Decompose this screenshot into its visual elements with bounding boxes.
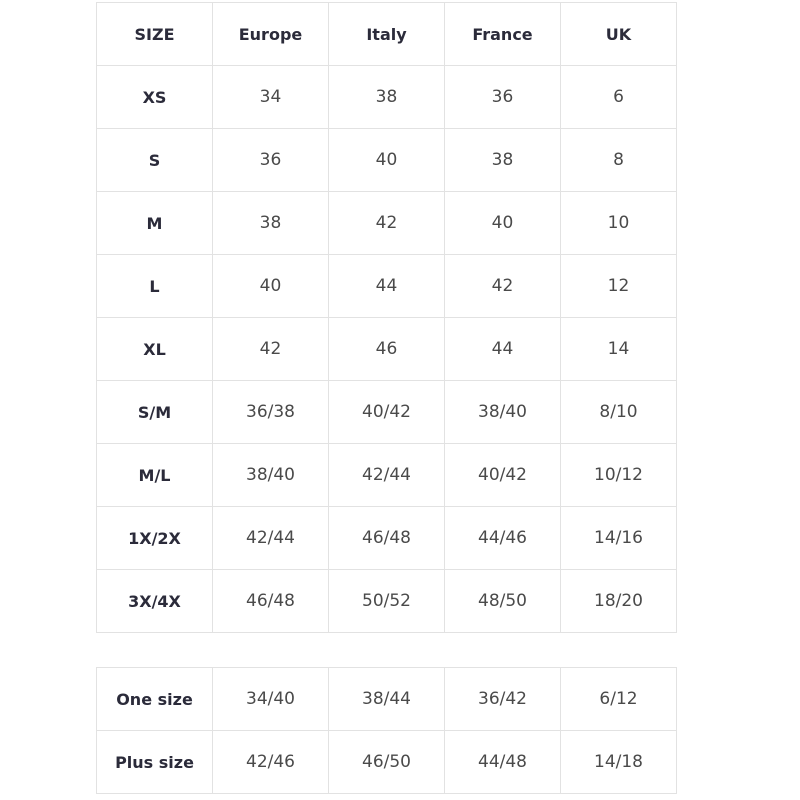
- size-value-cell: 14/18: [560, 730, 677, 794]
- size-value-cell: 48/50: [444, 569, 561, 633]
- table-row: S 36 40 38 8: [96, 128, 677, 192]
- size-value-cell: 14/16: [560, 506, 677, 570]
- size-value-cell: 34/40: [212, 667, 329, 731]
- table-row: Plus size 42/46 46/50 44/48 14/18: [96, 730, 677, 794]
- size-value-cell: 8: [560, 128, 677, 192]
- column-header: SIZE: [96, 2, 213, 66]
- size-value-cell: 38: [328, 65, 445, 129]
- header-row: SIZE Europe Italy France UK: [96, 2, 677, 66]
- size-value-cell: 38/44: [328, 667, 445, 731]
- size-value-cell: 14: [560, 317, 677, 381]
- table-row: M/L 38/40 42/44 40/42 10/12: [96, 443, 677, 507]
- size-value-cell: 38: [444, 128, 561, 192]
- table-row: XL 42 46 44 14: [96, 317, 677, 381]
- size-value-cell: 44/48: [444, 730, 561, 794]
- size-value-cell: 44: [444, 317, 561, 381]
- size-value-cell: 46: [328, 317, 445, 381]
- size-value-cell: 40: [328, 128, 445, 192]
- size-value-cell: 38: [212, 191, 329, 255]
- table-row: 1X/2X 42/44 46/48 44/46 14/16: [96, 506, 677, 570]
- size-value-cell: 12: [560, 254, 677, 318]
- size-value-cell: 50/52: [328, 569, 445, 633]
- table-row: S/M 36/38 40/42 38/40 8/10: [96, 380, 677, 444]
- size-value-cell: 42/44: [328, 443, 445, 507]
- size-label-cell: S: [96, 128, 213, 192]
- size-value-cell: 42/46: [212, 730, 329, 794]
- size-value-cell: 36: [444, 65, 561, 129]
- table-row: M 38 42 40 10: [96, 191, 677, 255]
- size-value-cell: 42: [212, 317, 329, 381]
- size-value-cell: 40: [212, 254, 329, 318]
- size-label-cell: S/M: [96, 380, 213, 444]
- column-header: UK: [560, 2, 677, 66]
- one-plus-size-table: One size 34/40 38/44 36/42 6/12 Plus size 42/4…: [96, 667, 677, 794]
- size-value-cell: 8/10: [560, 380, 677, 444]
- size-value-cell: 34: [212, 65, 329, 129]
- size-value-cell: 40/42: [444, 443, 561, 507]
- size-label-cell: 3X/4X: [96, 569, 213, 633]
- table-row: One size 34/40 38/44 36/42 6/12: [96, 667, 677, 731]
- size-value-cell: 46/50: [328, 730, 445, 794]
- size-value-cell: 38/40: [444, 380, 561, 444]
- size-label-cell: M/L: [96, 443, 213, 507]
- size-value-cell: 42: [444, 254, 561, 318]
- size-value-cell: 40: [444, 191, 561, 255]
- size-label-cell: One size: [96, 667, 213, 731]
- size-value-cell: 6: [560, 65, 677, 129]
- size-value-cell: 36/38: [212, 380, 329, 444]
- size-value-cell: 36: [212, 128, 329, 192]
- size-value-cell: 46/48: [328, 506, 445, 570]
- size-value-cell: 10/12: [560, 443, 677, 507]
- size-chart-table: SIZE Europe Italy France UK XS 34 38 36 6 S 36 40 38 8…: [96, 2, 677, 633]
- size-label-cell: XL: [96, 317, 213, 381]
- size-value-cell: 44: [328, 254, 445, 318]
- size-label-cell: L: [96, 254, 213, 318]
- size-value-cell: 10: [560, 191, 677, 255]
- size-value-cell: 38/40: [212, 443, 329, 507]
- column-header: Italy: [328, 2, 445, 66]
- size-value-cell: 18/20: [560, 569, 677, 633]
- size-value-cell: 40/42: [328, 380, 445, 444]
- size-value-cell: 44/46: [444, 506, 561, 570]
- size-value-cell: 6/12: [560, 667, 677, 731]
- column-header: Europe: [212, 2, 329, 66]
- size-value-cell: 46/48: [212, 569, 329, 633]
- size-value-cell: 42: [328, 191, 445, 255]
- table-row: L 40 44 42 12: [96, 254, 677, 318]
- size-value-cell: 42/44: [212, 506, 329, 570]
- size-label-cell: 1X/2X: [96, 506, 213, 570]
- size-label-cell: XS: [96, 65, 213, 129]
- size-value-cell: 36/42: [444, 667, 561, 731]
- size-label-cell: M: [96, 191, 213, 255]
- table-row: XS 34 38 36 6: [96, 65, 677, 129]
- size-label-cell: Plus size: [96, 730, 213, 794]
- column-header: France: [444, 2, 561, 66]
- table-row: 3X/4X 46/48 50/52 48/50 18/20: [96, 569, 677, 633]
